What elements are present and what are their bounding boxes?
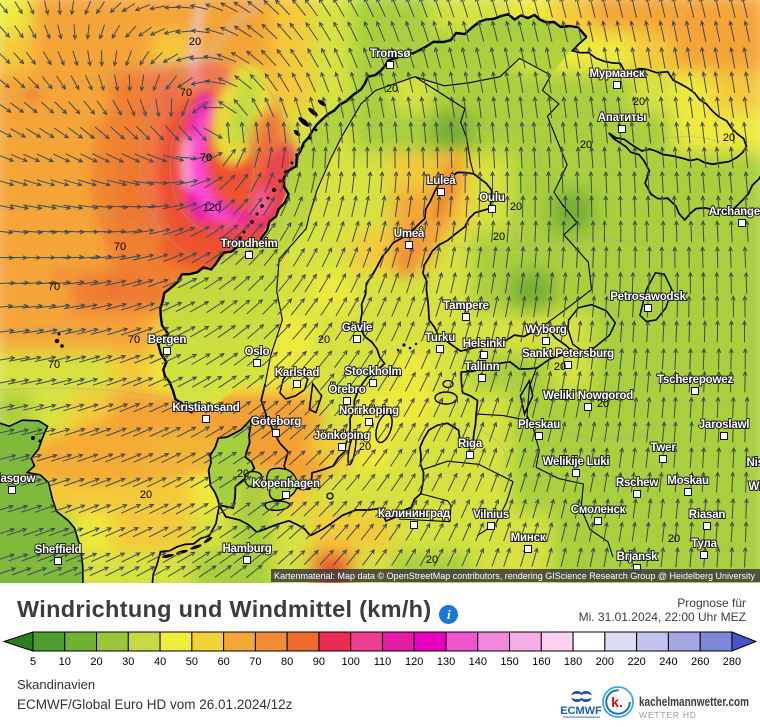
svg-text:ECMWF: ECMWF xyxy=(560,705,602,717)
svg-text:Tscherepowez: Tscherepowez xyxy=(657,374,733,386)
svg-text:k.: k. xyxy=(611,694,623,710)
svg-text:180: 180 xyxy=(564,656,582,668)
svg-text:160: 160 xyxy=(532,656,550,668)
svg-text:Karlstad: Karlstad xyxy=(275,367,320,379)
svg-text:40: 40 xyxy=(154,656,166,668)
svg-text:20: 20 xyxy=(237,468,249,480)
svg-text:120: 120 xyxy=(405,656,423,668)
svg-text:Wyborg: Wyborg xyxy=(525,324,567,336)
svg-text:Norrköping: Norrköping xyxy=(339,405,399,417)
svg-text:Тула: Тула xyxy=(691,538,718,550)
svg-text:Oslo: Oslo xyxy=(245,346,270,358)
svg-text:Pleskau: Pleskau xyxy=(518,419,560,431)
svg-text:20: 20 xyxy=(189,36,201,48)
svg-text:Brjansk: Brjansk xyxy=(617,551,659,563)
svg-text:Umeå: Umeå xyxy=(394,228,425,240)
svg-text:80: 80 xyxy=(281,656,293,668)
svg-text:30: 30 xyxy=(122,656,134,668)
svg-text:Мурманск: Мурманск xyxy=(590,68,645,80)
svg-text:Glasgow: Glasgow xyxy=(0,473,36,485)
svg-text:20: 20 xyxy=(386,83,398,95)
svg-text:Rschew: Rschew xyxy=(616,477,659,489)
svg-text:Vilnius: Vilnius xyxy=(473,509,509,521)
svg-text:Helsinki: Helsinki xyxy=(463,338,506,350)
svg-text:Минск: Минск xyxy=(511,532,546,544)
svg-text:50: 50 xyxy=(186,656,198,668)
svg-text:100: 100 xyxy=(342,656,360,668)
svg-text:Tallinn: Tallinn xyxy=(465,361,500,373)
svg-text:Bergen: Bergen xyxy=(148,334,187,346)
svg-text:20: 20 xyxy=(359,441,371,453)
svg-text:240: 240 xyxy=(659,656,677,668)
svg-text:90: 90 xyxy=(313,656,325,668)
svg-text:Nishnij: Nishnij xyxy=(747,457,760,469)
svg-text:70: 70 xyxy=(48,359,60,371)
svg-text:70: 70 xyxy=(249,656,261,668)
svg-text:Oulu: Oulu xyxy=(479,192,505,204)
svg-text:5: 5 xyxy=(30,656,36,668)
svg-text:Tromsø: Tromsø xyxy=(370,48,411,60)
svg-text:20: 20 xyxy=(140,489,152,501)
svg-text:20: 20 xyxy=(633,96,645,108)
svg-text:Tampere: Tampere xyxy=(443,300,489,312)
svg-text:10: 10 xyxy=(59,656,71,668)
svg-text:20: 20 xyxy=(90,656,102,668)
svg-text:WETTER HD: WETTER HD xyxy=(639,710,697,720)
svg-text:70: 70 xyxy=(200,152,212,164)
svg-text:Апатиты: Апатиты xyxy=(598,112,647,124)
svg-text:Twer: Twer xyxy=(650,442,676,454)
svg-text:70: 70 xyxy=(180,87,192,99)
svg-text:280: 280 xyxy=(723,656,741,668)
svg-text:Stockholm: Stockholm xyxy=(345,366,402,378)
svg-text:150: 150 xyxy=(500,656,518,668)
svg-text:200: 200 xyxy=(596,656,614,668)
svg-text:Petrosawodsk: Petrosawodsk xyxy=(610,291,686,303)
svg-text:Göteborg: Göteborg xyxy=(251,416,301,428)
svg-text:Welikije Luki: Welikije Luki xyxy=(543,456,610,468)
svg-text:20: 20 xyxy=(723,132,735,144)
svg-text:Riasan: Riasan xyxy=(689,509,726,521)
svg-text:20: 20 xyxy=(426,554,438,566)
svg-text:140: 140 xyxy=(469,656,487,668)
svg-text:20: 20 xyxy=(318,334,330,346)
svg-text:Sankt Petersburg: Sankt Petersburg xyxy=(522,348,614,360)
svg-text:20: 20 xyxy=(493,231,505,243)
svg-text:20: 20 xyxy=(510,201,522,213)
svg-text:120: 120 xyxy=(203,202,221,214)
svg-text:Weliki Nowgorod: Weliki Nowgorod xyxy=(543,390,633,402)
svg-text:20: 20 xyxy=(597,398,609,410)
svg-text:Örebro: Örebro xyxy=(328,383,365,396)
svg-text:20: 20 xyxy=(554,361,566,373)
svg-text:220: 220 xyxy=(627,656,645,668)
svg-text:Wladimir: Wladimir xyxy=(749,481,760,493)
svg-text:Kartenmaterial: Map data © Ope: Kartenmaterial: Map data © OpenStreetMap… xyxy=(274,571,755,581)
svg-text:70: 70 xyxy=(48,281,60,293)
svg-text:Jönköping: Jönköping xyxy=(314,430,371,442)
svg-text:60: 60 xyxy=(217,656,229,668)
svg-text:Смоленск: Смоленск xyxy=(571,504,626,516)
svg-text:Moskau: Moskau xyxy=(667,475,709,487)
svg-text:70: 70 xyxy=(128,334,140,346)
svg-text:Luleå: Luleå xyxy=(426,175,456,187)
svg-text:Kopenhagen: Kopenhagen xyxy=(252,478,320,490)
svg-text:Trondheim: Trondheim xyxy=(221,238,278,250)
svg-text:Sheffield: Sheffield xyxy=(35,544,82,556)
svg-text:Kristiansand: Kristiansand xyxy=(172,402,239,414)
svg-text:Archangelsk: Archangelsk xyxy=(709,206,760,218)
svg-text:Riga: Riga xyxy=(458,438,483,450)
svg-text:260: 260 xyxy=(691,656,709,668)
svg-text:110: 110 xyxy=(374,656,392,668)
svg-text:Jaroslawl: Jaroslawl xyxy=(699,419,750,431)
svg-text:Turku: Turku xyxy=(425,332,455,344)
svg-text:kachelmannwetter.com: kachelmannwetter.com xyxy=(639,695,749,709)
svg-text:20: 20 xyxy=(668,533,680,545)
svg-text:Hamburg: Hamburg xyxy=(222,543,271,555)
svg-text:130: 130 xyxy=(437,656,455,668)
svg-text:70: 70 xyxy=(114,241,126,253)
svg-text:20: 20 xyxy=(580,139,592,151)
svg-text:Калининград: Калининград xyxy=(378,508,451,520)
svg-text:Gävle: Gävle xyxy=(342,322,372,334)
